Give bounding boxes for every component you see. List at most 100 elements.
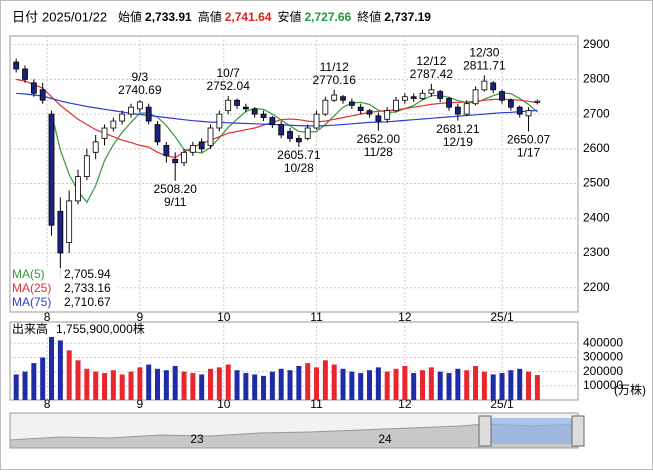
candle-body — [348, 101, 355, 106]
candle-body — [22, 68, 28, 80]
candle-body — [172, 158, 179, 164]
volume-bar — [331, 364, 337, 400]
volume-bar — [110, 370, 116, 400]
candle-body — [39, 89, 46, 101]
candle-body — [242, 106, 249, 110]
volume-bar — [349, 371, 355, 400]
volume-bar — [208, 368, 214, 400]
volume-bar — [402, 365, 408, 400]
volume-bar — [437, 371, 443, 400]
candle-body — [154, 124, 161, 143]
candle-body — [234, 99, 240, 106]
candle-body — [313, 113, 320, 129]
candle-body — [410, 96, 417, 99]
annotation-date: 11/12 — [320, 60, 349, 74]
candle-body — [163, 144, 170, 157]
candle-body — [13, 61, 20, 70]
candle-body — [66, 200, 73, 243]
annotation-value: 2811.71 — [463, 59, 506, 73]
volume-bar — [269, 371, 275, 400]
candle-body — [136, 101, 143, 110]
navigator: 23 24 — [9, 412, 585, 449]
legend-bg — [11, 268, 119, 282]
unit-label: (万株) — [614, 382, 646, 397]
candle-body — [446, 98, 452, 108]
candle-body — [110, 120, 117, 129]
annotation-value: 2681.21 — [436, 122, 480, 136]
candle-body — [295, 138, 302, 143]
navigator-window[interactable] — [485, 418, 572, 444]
annotation-value: 2650.07 — [507, 133, 551, 147]
volume-bar — [367, 370, 373, 400]
navigator-handle-left[interactable] — [478, 415, 492, 447]
candle-body — [101, 127, 108, 139]
legend-bg — [11, 296, 119, 310]
annotation-value: 2752.04 — [206, 79, 250, 93]
volume-bar — [225, 364, 231, 400]
date-label: 日付 — [12, 9, 38, 24]
volume-bar — [243, 373, 249, 400]
volume-bar — [190, 373, 196, 400]
x-tick-label: 11 — [310, 397, 323, 411]
annotation-date: 12/19 — [443, 135, 473, 149]
volume-bar — [340, 368, 346, 400]
volume-bar — [358, 373, 364, 400]
volume-bar — [278, 368, 284, 400]
x-tick-label: 25/1 — [490, 397, 514, 411]
volume-bar — [455, 368, 461, 400]
volume-bar — [66, 350, 72, 400]
candle-body — [534, 100, 541, 103]
candle-body — [83, 155, 90, 178]
y-tick-label: 2400 — [583, 210, 610, 224]
volume-bar — [163, 370, 169, 400]
volume-bar — [216, 367, 222, 400]
x-tick-label: 12 — [398, 310, 412, 324]
candle-body — [207, 127, 214, 146]
volume-bar — [490, 374, 496, 400]
annotation-date: 10/7 — [217, 66, 241, 80]
candle-body — [463, 103, 470, 115]
volume-bar — [526, 371, 532, 400]
annotation-value: 2740.69 — [118, 83, 162, 97]
volume-bar — [84, 368, 90, 400]
volume-bar — [252, 374, 258, 400]
candle-body — [189, 144, 196, 153]
candle-body — [357, 106, 364, 112]
candle-body — [428, 89, 435, 94]
candle-body — [525, 110, 532, 117]
volume-bar — [384, 371, 390, 400]
navigator-handle-right[interactable] — [571, 415, 585, 447]
volume-bar — [375, 367, 381, 400]
candle-body — [401, 96, 408, 101]
volume-bar — [287, 370, 293, 400]
y-tick-label: 200000 — [583, 364, 623, 378]
volume-bar — [464, 370, 470, 400]
volume-bar — [508, 370, 514, 400]
y-tick-label: 2700 — [583, 106, 610, 120]
candle-body — [260, 113, 267, 118]
candle-body — [490, 82, 497, 91]
candle-body — [322, 99, 329, 115]
volume-bar — [119, 374, 125, 400]
candle-body — [145, 106, 152, 122]
x-tick-label: 9 — [137, 397, 144, 411]
volume-bar — [314, 367, 320, 400]
volume-bar — [128, 371, 134, 400]
x-tick-label: 12 — [398, 397, 412, 411]
volume-bar — [13, 374, 19, 400]
volume-bar — [172, 365, 178, 400]
volume-bar — [261, 375, 267, 400]
annotation-date: 11/28 — [364, 145, 393, 159]
candle-body — [375, 115, 382, 122]
candle-body — [48, 113, 55, 226]
annotation-value: 2652.00 — [357, 132, 401, 146]
volume-value: 1,755,900,000株 — [56, 321, 145, 336]
candle-body — [393, 99, 399, 112]
header-value: 2,737.19 — [384, 10, 431, 24]
y-tick-label: 100000 — [583, 378, 623, 392]
candle-body — [331, 94, 338, 101]
y-tick-label: 2500 — [583, 176, 610, 190]
volume-bar — [481, 371, 487, 400]
header-label: 高値 — [198, 9, 222, 24]
